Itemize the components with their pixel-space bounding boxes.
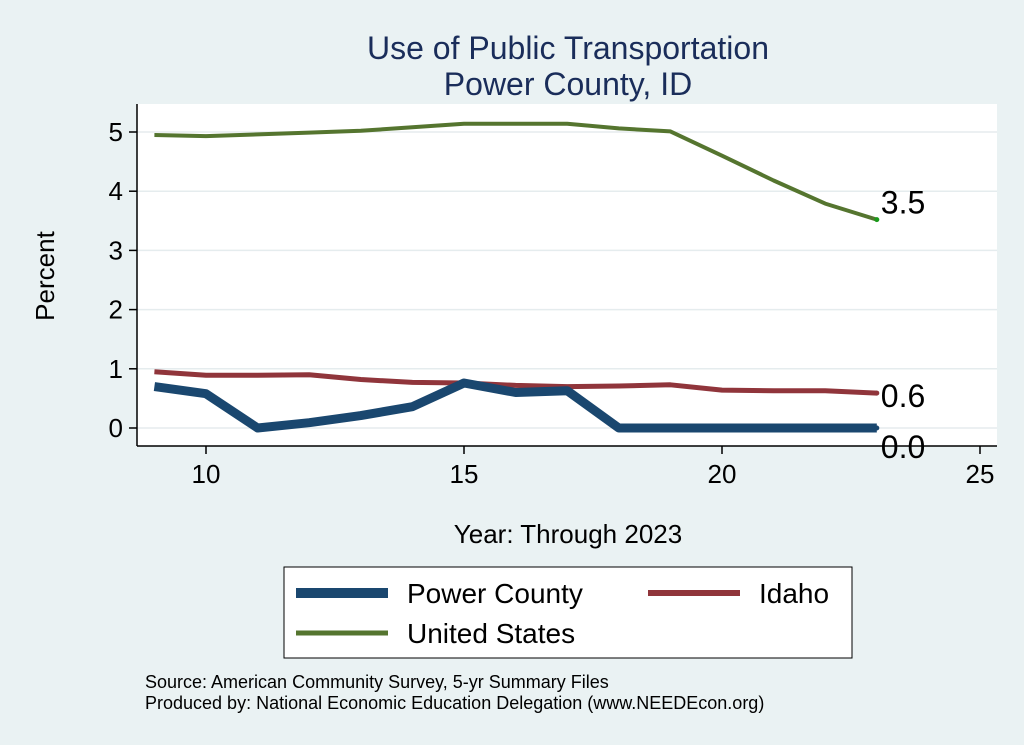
y-axis-title: Percent <box>30 230 60 320</box>
axes: 0 1 2 3 4 5 10 15 20 25 <box>109 104 997 489</box>
chart-title-line-2: Power County, ID <box>444 66 692 102</box>
series-line-power-county <box>153 378 877 433</box>
x-tick-label-25: 25 <box>966 459 995 489</box>
x-tick-label-15: 15 <box>450 459 479 489</box>
x-tick-label-20: 20 <box>708 459 737 489</box>
chart-title-line-1: Use of Public Transportation <box>367 30 769 66</box>
end-point-united-states <box>874 217 880 223</box>
series-lines <box>153 121 880 433</box>
legend-label-united-states: United States <box>407 618 575 649</box>
y-tick-label-5: 5 <box>109 117 123 147</box>
y-tick-label-1: 1 <box>109 354 123 384</box>
end-point-idaho <box>874 390 880 396</box>
legend-label-idaho: Idaho <box>759 578 829 609</box>
legend-label-power-county: Power County <box>407 578 583 609</box>
end-labels: 0.0 0.6 3.5 <box>881 185 925 465</box>
end-label-power-county: 0.0 <box>881 429 925 465</box>
legend-box <box>283 566 853 659</box>
x-tick-label-10: 10 <box>192 459 221 489</box>
series-line-idaho <box>154 369 877 396</box>
source-note: Source: American Community Survey, 5-yr … <box>145 672 609 692</box>
end-label-united-states: 3.5 <box>881 185 925 221</box>
series-line-united-states <box>154 121 878 222</box>
producer-note: Produced by: National Economic Education… <box>145 693 764 713</box>
y-tick-label-2: 2 <box>109 295 123 325</box>
y-tick-label-4: 4 <box>109 176 123 206</box>
end-point-power-county <box>874 425 880 431</box>
y-tick-label-0: 0 <box>109 413 123 443</box>
legend: Power County Idaho United States <box>283 566 853 659</box>
x-axis-title: Year: Through 2023 <box>454 519 682 549</box>
y-tick-label-3: 3 <box>109 235 123 265</box>
end-label-idaho: 0.6 <box>881 378 925 414</box>
